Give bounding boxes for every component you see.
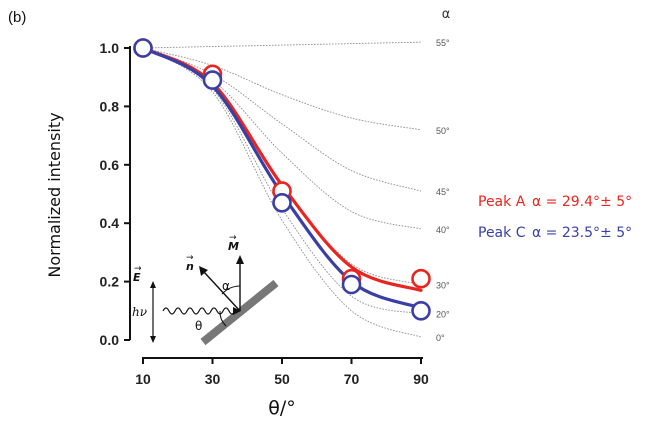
peak-a-fit-line (141, 46, 423, 292)
peak-c-fit-line (141, 46, 423, 310)
legend: Peak A α = 29.4°± 5° Peak C α = 23.5°± 5… (478, 194, 632, 241)
m-label: M (228, 240, 239, 253)
n-vector-arrow (203, 271, 241, 312)
legend-peak-a-value: α = 29.4°± 5° (532, 194, 632, 210)
alpha-label-55: 55° (436, 38, 450, 48)
y-tick-label: 0.2 (100, 274, 120, 290)
n-vector-mark: → (186, 253, 194, 263)
x-tick-label: 10 (135, 371, 151, 387)
geometry-inset: M → n → α hν E → θ (132, 233, 279, 346)
hv-label: hν (132, 305, 147, 319)
y-axis-title: Normalized intensity (45, 112, 64, 277)
x-tick-label: 70 (344, 371, 360, 387)
x-tick-label: 30 (205, 371, 221, 387)
x-ticks: 10 30 50 70 90 (135, 358, 429, 387)
theta-arc (219, 310, 227, 327)
photon-arrowhead-icon (233, 307, 241, 315)
e-label: E (133, 271, 141, 284)
y-tick-label: 0.0 (100, 332, 120, 348)
alpha-label-0: 0° (436, 333, 445, 343)
peak-c-data-point (272, 193, 292, 213)
e-arrowhead-down-icon (150, 336, 156, 343)
theta-label: θ (195, 319, 202, 333)
y-tick-label: 0.8 (100, 98, 120, 114)
alpha-label-30: 30° (436, 281, 450, 291)
substrate-bar (200, 279, 279, 346)
alpha-arc (221, 285, 241, 295)
legend-peak-a-name: Peak A (478, 194, 526, 210)
peak-c-data-point (133, 38, 153, 58)
peak-a-data-point (411, 268, 431, 289)
alpha-label-45: 45° (436, 187, 450, 197)
e-vector-mark: → (134, 264, 142, 274)
alpha-header: α (442, 7, 451, 22)
m-arrowhead-icon (236, 255, 244, 264)
reference-curve-30 (142, 47, 422, 285)
alpha-label-20: 20° (436, 310, 450, 320)
alpha-inset-label: α (222, 279, 230, 293)
m-vector-mark: → (229, 233, 237, 243)
peak-c-data-point (341, 274, 362, 295)
y-tick-label: 0.4 (100, 215, 120, 231)
x-axis-title: θ/° (268, 397, 296, 419)
panel-label: (b) (8, 9, 26, 26)
e-arrowhead-up-icon (150, 281, 156, 288)
y-tick-label: 0.6 (100, 157, 120, 173)
legend-peak-c-name: Peak C (478, 225, 526, 241)
alpha-labels: 55° 50° 45° 40° 30° 20° 0° (436, 38, 450, 343)
legend-peak-c-value: α = 23.5°± 5° (532, 225, 632, 241)
x-tick-label: 50 (274, 371, 290, 387)
reference-curve-45 (142, 47, 422, 192)
y-ticks: 0.0 0.2 0.4 0.6 0.8 1.0 (100, 40, 130, 348)
n-label: n (186, 260, 194, 273)
photon-wave (162, 307, 240, 315)
y-tick-label: 1.0 (100, 40, 120, 56)
n-arrowhead-icon (199, 266, 208, 276)
peak-c-data-point (411, 300, 431, 321)
reference-curve-50 (142, 47, 422, 131)
reference-curve-55 (142, 41, 422, 49)
series-layer (133, 38, 431, 321)
x-tick-label: 90 (413, 371, 429, 387)
peak-c-data-point (202, 70, 223, 90)
alpha-label-50: 50° (436, 126, 450, 136)
alpha-label-40: 40° (436, 225, 450, 235)
